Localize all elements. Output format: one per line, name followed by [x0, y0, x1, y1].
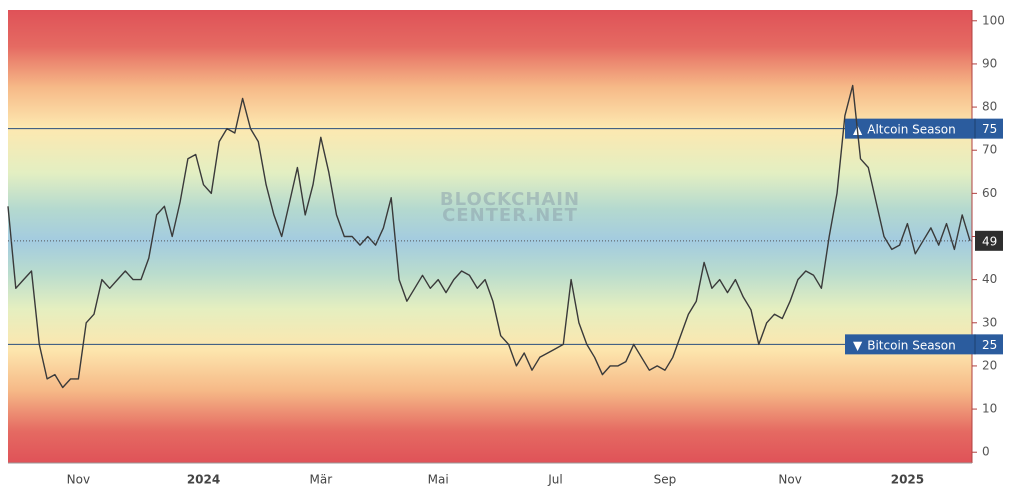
x-tick-label: Nov	[67, 473, 90, 487]
reference-name: Bitcoin Season	[867, 338, 956, 352]
reference-label-box	[845, 334, 1003, 355]
y-tick-label: 0	[982, 445, 990, 459]
reference-label: ▲ Altcoin Season	[853, 122, 956, 136]
x-tick-label: Sep	[654, 473, 677, 487]
series-line	[7, 84, 971, 389]
chart-layer: BLOCKCHAINCENTER.NET01020304050607080901…	[7, 13, 1005, 487]
y-tick-label: 70	[982, 143, 997, 157]
reference-symbol: ▼	[853, 338, 863, 352]
x-tick-label: 2025	[891, 473, 924, 487]
x-tick-label: Nov	[778, 473, 801, 487]
plot-background	[8, 10, 972, 463]
y-tick-label: 20	[982, 358, 997, 372]
reference-name: Altcoin Season	[867, 122, 956, 136]
y-tick-label: 60	[982, 186, 997, 200]
y-tick-label: 40	[982, 272, 997, 286]
current-value-box	[975, 230, 1003, 251]
x-tick-label: Mai	[428, 473, 449, 487]
y-tick-label: 80	[982, 100, 997, 114]
y-tick-label: 100	[982, 13, 1005, 27]
watermark: BLOCKCHAIN	[440, 189, 580, 210]
reference-value: 75	[982, 122, 997, 136]
y-tick-label: 10	[982, 402, 997, 416]
reference-label: ▼ Bitcoin Season	[853, 338, 956, 352]
watermark: CENTER.NET	[442, 205, 578, 226]
reference-label-box	[845, 118, 1003, 139]
x-tick-label: Jul	[547, 473, 562, 487]
reference-value: 25	[982, 338, 997, 352]
y-tick-label: 30	[982, 315, 997, 329]
current-value-label: 49	[982, 234, 997, 248]
x-tick-label: 2024	[187, 473, 220, 487]
y-tick-label: 90	[982, 56, 997, 70]
x-tick-label: Mär	[310, 473, 333, 487]
